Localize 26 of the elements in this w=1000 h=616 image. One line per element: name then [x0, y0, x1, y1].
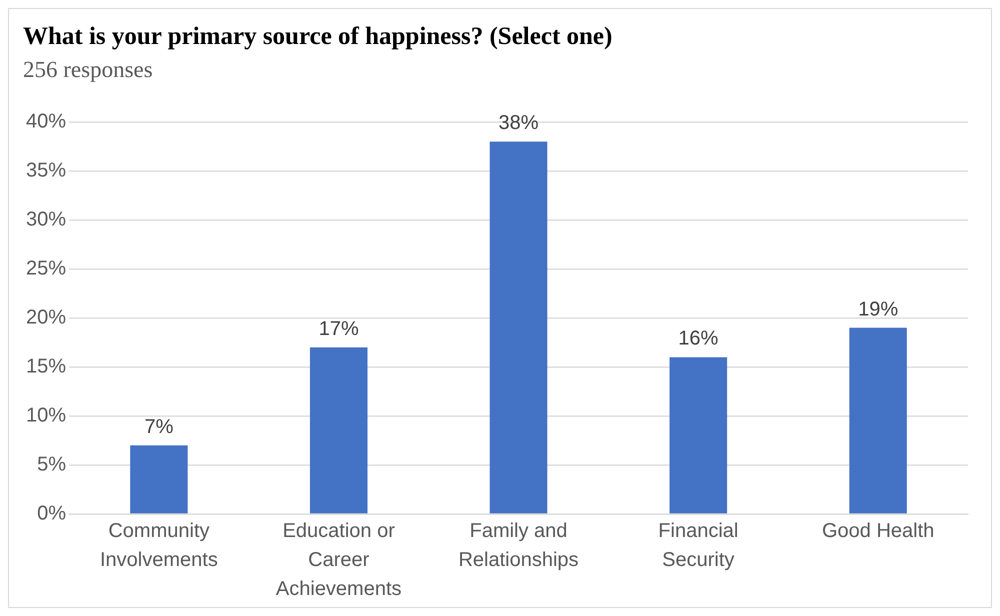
bar [310, 347, 368, 514]
x-tick-label: Financial Security [658, 520, 738, 572]
y-tick-label: 30% [26, 208, 66, 231]
y-tick-label: 40% [26, 110, 66, 133]
x-tick-label: Education or Career Achievements [276, 520, 402, 600]
data-label: 16% [678, 328, 719, 350]
data-label: 17% [318, 318, 359, 340]
chart-subtitle: 256 responses [23, 57, 153, 83]
y-tick-label: 10% [26, 404, 66, 427]
y-tick-label: 5% [37, 454, 66, 476]
y-tick-label: 20% [26, 306, 66, 329]
y-tick-label: 25% [26, 258, 66, 280]
data-label: 38% [498, 112, 539, 134]
data-label: 19% [858, 298, 898, 320]
bar [490, 142, 548, 514]
x-tick-label: Community Involvements [100, 520, 218, 572]
y-tick-label: 35% [26, 160, 66, 182]
chart-title: What is your primary source of happiness? (Select one) [23, 23, 612, 51]
y-tick-label: 0% [37, 502, 66, 525]
data-label: 7% [144, 416, 174, 438]
x-tick-label: Good Health [822, 520, 934, 542]
x-tick-label: Family and Relationships [458, 520, 579, 572]
bar [130, 445, 188, 514]
bar [670, 357, 728, 514]
bar [849, 328, 907, 514]
y-tick-label: 15% [26, 356, 66, 378]
